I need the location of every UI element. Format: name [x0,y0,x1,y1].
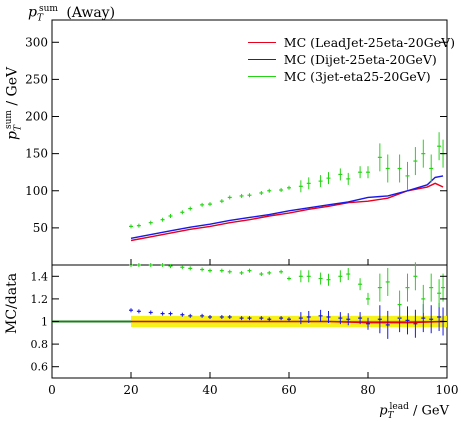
y-tick-label: 100 [25,184,48,198]
x-tick-label: 60 [281,383,296,397]
x-axis-title: pTlead / GeV [379,402,449,421]
y-tick-label: 50 [33,221,48,235]
y-tick-label: 200 [25,110,48,124]
y-tick-label: 1 [41,316,48,329]
legend-swatch-red [247,42,276,43]
y-tick-label: 1.2 [31,293,49,306]
chart-title: pTsum (Away) [28,4,116,24]
legend-item: MC (Dijet-25eta-20GeV) [247,51,455,68]
y-axis-title-main: pTsum / GeV [4,66,24,140]
x-tick-label: 100 [436,383,459,397]
ratio-series-line [131,320,444,324]
y-axis-title-ratio: MC/data [4,272,20,334]
y-tick-label: 300 [25,35,48,49]
main-series-line [130,175,444,239]
legend-item: MC (3jet-eta25-20GeV) [247,68,455,85]
main-series-line [130,182,444,242]
legend-item: MC (LeadJet-25eta-20GeV) [247,34,455,51]
y-tick-label: 0.6 [31,361,49,374]
legend-label: MC (3jet-eta25-20GeV) [283,69,431,84]
y-tick-label: 1.4 [31,270,49,283]
x-tick-label: 20 [123,383,138,397]
legend-label: MC (Dijet-25eta-20GeV) [283,52,437,67]
legend-swatch-blue [247,59,276,60]
y-tick-label: 0.8 [31,338,49,351]
x-tick-label: 40 [202,383,217,397]
legend: MC (LeadJet-25eta-20GeV) MC (Dijet-25eta… [247,34,455,85]
legend-label: MC (LeadJet-25eta-20GeV) [283,35,455,50]
x-tick-label: 80 [360,383,375,397]
legend-swatch-green [247,76,276,77]
y-tick-label: 250 [25,72,48,86]
y-tick-label: 150 [25,147,48,161]
x-tick-label: 0 [48,383,56,397]
